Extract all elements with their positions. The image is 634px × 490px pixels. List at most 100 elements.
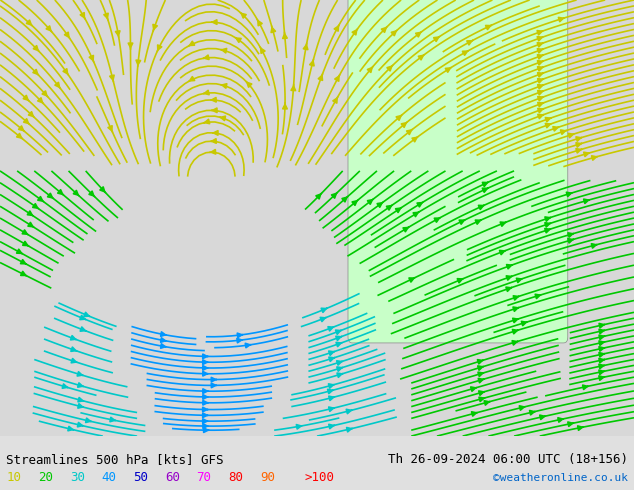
FancyArrowPatch shape [104, 13, 108, 20]
Text: 10: 10 [6, 471, 22, 484]
FancyArrowPatch shape [22, 230, 28, 235]
FancyArrowPatch shape [328, 327, 333, 331]
FancyArrowPatch shape [538, 91, 543, 95]
FancyArrowPatch shape [291, 84, 295, 91]
FancyArrowPatch shape [55, 82, 60, 88]
FancyArrowPatch shape [84, 312, 89, 317]
FancyArrowPatch shape [514, 296, 519, 300]
FancyArrowPatch shape [472, 412, 477, 416]
FancyArrowPatch shape [189, 76, 195, 81]
FancyArrowPatch shape [545, 123, 551, 128]
FancyArrowPatch shape [538, 73, 543, 77]
Text: 80: 80 [228, 471, 243, 484]
FancyArrowPatch shape [157, 45, 162, 51]
FancyArrowPatch shape [304, 43, 307, 49]
FancyArrowPatch shape [18, 126, 25, 131]
FancyArrowPatch shape [204, 90, 209, 95]
FancyArrowPatch shape [23, 242, 29, 246]
FancyArrowPatch shape [160, 332, 166, 336]
FancyArrowPatch shape [599, 358, 604, 363]
FancyArrowPatch shape [328, 384, 334, 388]
FancyArrowPatch shape [479, 391, 484, 395]
FancyArrowPatch shape [78, 383, 84, 387]
FancyArrowPatch shape [560, 130, 566, 134]
FancyArrowPatch shape [77, 422, 83, 427]
FancyArrowPatch shape [337, 367, 342, 371]
FancyArrowPatch shape [583, 385, 588, 390]
FancyArrowPatch shape [529, 411, 535, 415]
FancyArrowPatch shape [204, 428, 209, 432]
FancyArrowPatch shape [352, 200, 358, 205]
FancyArrowPatch shape [538, 108, 543, 113]
FancyArrowPatch shape [203, 424, 208, 428]
FancyArrowPatch shape [568, 133, 574, 138]
FancyArrowPatch shape [553, 127, 559, 131]
FancyArrowPatch shape [347, 428, 353, 432]
FancyArrowPatch shape [545, 118, 551, 122]
FancyArrowPatch shape [38, 196, 44, 202]
FancyArrowPatch shape [68, 426, 74, 431]
FancyArrowPatch shape [377, 202, 383, 207]
FancyArrowPatch shape [328, 390, 333, 393]
FancyArrowPatch shape [599, 370, 604, 374]
FancyArrowPatch shape [329, 396, 334, 400]
FancyArrowPatch shape [584, 199, 590, 203]
FancyArrowPatch shape [210, 149, 216, 154]
FancyArrowPatch shape [211, 98, 216, 102]
FancyArrowPatch shape [33, 70, 39, 75]
FancyArrowPatch shape [484, 401, 490, 405]
FancyArrowPatch shape [329, 351, 335, 355]
FancyArrowPatch shape [23, 96, 29, 101]
FancyArrowPatch shape [136, 60, 141, 67]
FancyArrowPatch shape [329, 424, 334, 429]
FancyArrowPatch shape [89, 55, 94, 62]
FancyArrowPatch shape [538, 49, 543, 53]
FancyArrowPatch shape [203, 371, 208, 376]
FancyArrowPatch shape [538, 85, 543, 89]
FancyArrowPatch shape [329, 357, 335, 361]
FancyArrowPatch shape [38, 98, 43, 103]
FancyArrowPatch shape [77, 372, 83, 376]
FancyArrowPatch shape [321, 308, 327, 312]
FancyArrowPatch shape [486, 25, 491, 29]
FancyArrowPatch shape [16, 249, 22, 254]
Text: 20: 20 [38, 471, 53, 484]
FancyArrowPatch shape [478, 372, 484, 376]
FancyArrowPatch shape [346, 409, 352, 414]
FancyArrowPatch shape [240, 13, 246, 18]
Text: Th 26-09-2024 06:00 UTC (18+156): Th 26-09-2024 06:00 UTC (18+156) [387, 453, 628, 466]
FancyArrowPatch shape [320, 318, 326, 321]
FancyArrowPatch shape [316, 193, 321, 199]
FancyArrowPatch shape [368, 199, 373, 204]
FancyArrowPatch shape [434, 37, 439, 42]
FancyArrowPatch shape [413, 212, 419, 217]
FancyArrowPatch shape [538, 61, 543, 65]
FancyArrowPatch shape [46, 26, 52, 32]
FancyArrowPatch shape [568, 233, 574, 237]
FancyArrowPatch shape [74, 191, 79, 196]
FancyArrowPatch shape [401, 122, 407, 127]
FancyArrowPatch shape [576, 148, 581, 153]
FancyArrowPatch shape [71, 347, 77, 351]
FancyArrowPatch shape [506, 287, 512, 292]
FancyArrowPatch shape [462, 50, 469, 55]
FancyArrowPatch shape [237, 333, 243, 338]
FancyArrowPatch shape [599, 364, 604, 368]
FancyArrowPatch shape [336, 336, 342, 341]
FancyArrowPatch shape [478, 366, 483, 370]
FancyArrowPatch shape [403, 227, 409, 232]
FancyArrowPatch shape [576, 137, 581, 141]
FancyArrowPatch shape [459, 220, 465, 224]
FancyArrowPatch shape [108, 126, 112, 132]
FancyArrowPatch shape [81, 327, 86, 331]
FancyArrowPatch shape [204, 55, 209, 59]
FancyArrowPatch shape [467, 40, 473, 45]
FancyArrowPatch shape [538, 79, 543, 83]
FancyArrowPatch shape [545, 228, 550, 233]
FancyArrowPatch shape [212, 20, 217, 24]
FancyArrowPatch shape [203, 419, 208, 423]
FancyArrowPatch shape [283, 102, 287, 109]
FancyArrowPatch shape [260, 47, 265, 53]
FancyArrowPatch shape [599, 323, 605, 328]
FancyArrowPatch shape [535, 294, 541, 298]
